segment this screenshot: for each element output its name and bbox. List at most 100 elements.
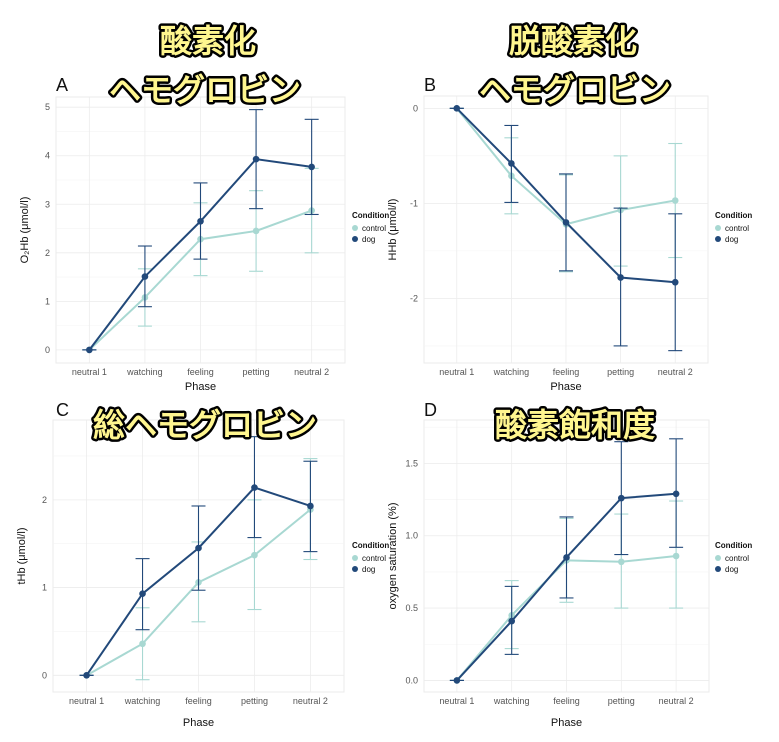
legend-label-control: control [725,224,749,233]
x-axis-title: Phase [183,717,214,729]
title-d: 酸素飽和度 [495,406,655,444]
data-point [195,544,202,552]
data-point [252,227,260,235]
x-tick-label: petting [608,696,635,706]
data-point [453,105,461,112]
x-tick-label: neutral 2 [294,367,329,377]
legend: Condition control dog [352,211,389,244]
y-tick-label: 1 [45,296,50,306]
title-a-line2: ヘモグロビン [109,71,301,109]
data-point [86,346,93,354]
legend-key-dog [715,236,721,242]
x-tick-label: feeling [185,696,212,706]
y-tick-label: 0 [45,345,50,355]
y-axis-title: tHb (μmol/l) [16,527,28,584]
x-tick-label: petting [607,367,634,377]
x-tick-label: watching [493,367,530,377]
panel-a: 0 1 2 3 4 5 neutral 1 watching feeling petting neu… [19,75,389,393]
legend-label-dog: dog [362,235,375,244]
x-axis-title: Phase [551,717,582,729]
y-tick-label: 1.5 [405,458,418,468]
x-axis-title: Phase [550,381,581,393]
data-point [671,278,679,286]
data-point [672,490,680,498]
y-tick-label: 3 [45,199,50,209]
x-tick-label: watching [126,367,163,377]
legend: Condition control dog [352,541,389,574]
data-point [671,197,679,204]
legend-title: Condition [715,541,752,550]
title-b-line2: ヘモグロビン [479,71,671,109]
data-point [618,494,625,502]
y-tick-label: 2 [45,248,50,258]
panel-c: 0 1 2 neutral 1 watching feeling petting neutra… [16,400,389,729]
panel-letter: B [424,75,436,95]
legend-label-dog: dog [725,235,738,244]
series-dog [82,109,319,354]
x-tick-label: watching [493,696,530,706]
y-axis-title: HHb (μmol/l) [387,199,399,261]
data-point [453,677,461,684]
data-point [618,558,625,566]
title-c: 総ヘモグロビン [93,406,317,444]
legend-key-control [715,555,721,561]
y-tick-label: 0 [42,670,47,680]
legend-key-control [715,225,721,231]
y-tick-label: 4 [45,151,50,161]
legend-key-dog [352,566,358,572]
panel-letter: C [56,400,69,420]
y-tick-label: 0 [413,103,418,113]
data-point [83,672,90,679]
legend-label-control: control [362,554,386,563]
data-point [617,274,624,281]
y-tick-label: -1 [410,198,418,208]
x-tick-label: neutral 1 [72,367,107,377]
y-tick-label: 0.0 [405,675,418,685]
data-point [563,554,570,561]
legend-key-dog [352,236,358,242]
x-tick-label: feeling [553,696,580,706]
y-axis-title: oxygen saturation (%) [387,503,399,610]
japanese-titles: 酸素化 ヘモグロビン 脱酸素化 ヘモグロビン 総ヘモグロビン 酸素飽和度 [90,20,673,447]
y-tick-label: 0.5 [405,603,418,613]
panel-b: 0 -1 -2 neutral 1 watching feeling petting neut… [387,75,752,393]
x-tick-label: neutral 2 [659,696,694,706]
x-axis-title: Phase [185,381,216,393]
x-tick-label: neutral 1 [439,367,474,377]
series-dog [79,436,318,679]
x-tick-label: petting [241,696,268,706]
legend-label-control: control [362,224,386,233]
legend-key-control [352,555,358,561]
data-point [139,640,146,648]
x-tick-label: neutral 2 [293,696,328,706]
legend-key-dog [715,566,721,572]
data-point [508,617,515,625]
legend: Condition control dog [715,541,752,574]
x-tick-label: neutral 1 [439,696,474,706]
x-tick-label: neutral 2 [658,367,693,377]
panel-letter: A [56,75,68,95]
panel-letter: D [424,400,437,420]
legend-label-dog: dog [362,565,375,574]
legend-title: Condition [715,211,752,220]
panel-d: 0.0 0.5 1.0 1.5 neutral 1 watching feeling pett… [387,400,752,729]
data-point [251,484,258,491]
legend-key-control [352,225,358,231]
data-point [141,273,149,280]
y-tick-label: 1.0 [405,531,418,541]
legend-label-dog: dog [725,565,738,574]
data-point [308,163,315,171]
x-tick-label: watching [124,696,161,706]
y-tick-label: -2 [410,293,418,303]
legend-label-control: control [725,554,749,563]
title-b-line1: 脱酸素化 [509,22,637,60]
y-tick-label: 2 [42,495,47,505]
series-dog [449,105,683,352]
data-point [307,502,314,510]
title-a-line1: 酸素化 [160,22,256,60]
x-tick-label: petting [243,367,270,377]
data-point [672,552,680,560]
data-point [252,155,260,163]
x-tick-label: neutral 1 [69,696,104,706]
legend-title: Condition [352,211,389,220]
